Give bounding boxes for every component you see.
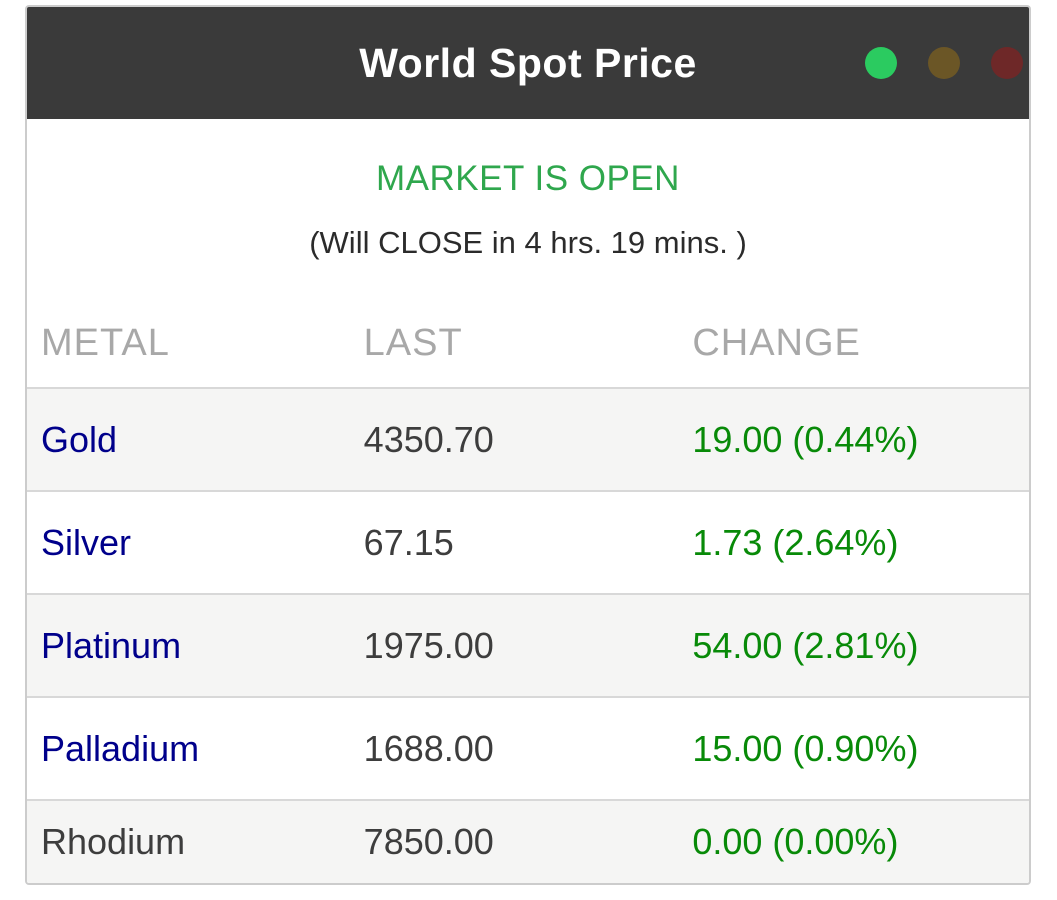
- last-price: 7850.00: [363, 821, 494, 862]
- last-price: 4350.70: [363, 418, 494, 460]
- market-state-text: MARKET IS OPEN: [376, 159, 680, 198]
- metal-link-palladium[interactable]: Palladium: [41, 727, 200, 769]
- column-header-metal: METAL: [41, 321, 170, 364]
- window-title: World Spot Price: [359, 39, 697, 86]
- metal-link-silver[interactable]: Silver: [41, 521, 132, 563]
- price-change: 0.00 (0.00%): [692, 821, 899, 862]
- market-countdown-text: (Will CLOSE in 4 hrs. 19 mins. ): [309, 225, 747, 260]
- window-dots: [865, 47, 1023, 79]
- world-spot-price-widget: World Spot Price MARKET IS OPEN (Will CL…: [25, 5, 1031, 885]
- spot-price-table: METAL LAST CHANGE Gold 4350.70 19.00 (0.…: [27, 299, 1029, 883]
- column-header-last: LAST: [363, 321, 463, 364]
- last-price: 1688.00: [363, 727, 494, 769]
- table-row-silver: Silver 67.15 1.73 (2.64%): [27, 490, 1029, 593]
- metal-label-rhodium: Rhodium: [41, 821, 186, 862]
- gold-dot-icon[interactable]: [928, 47, 960, 79]
- price-change: 54.00 (2.81%): [692, 624, 919, 666]
- table-row-rhodium: Rhodium 7850.00 0.00 (0.00%): [27, 799, 1029, 883]
- last-price: 1975.00: [363, 624, 494, 666]
- table-row-palladium: Palladium 1688.00 15.00 (0.90%): [27, 696, 1029, 799]
- metal-link-gold[interactable]: Gold: [41, 418, 118, 460]
- price-change: 1.73 (2.64%): [692, 521, 899, 563]
- table-header-row: METAL LAST CHANGE: [27, 299, 1029, 387]
- red-dot-icon[interactable]: [991, 47, 1023, 79]
- green-dot-icon[interactable]: [865, 47, 897, 79]
- table-row-platinum: Platinum 1975.00 54.00 (2.81%): [27, 593, 1029, 696]
- price-change: 15.00 (0.90%): [692, 727, 919, 769]
- table-row-gold: Gold 4350.70 19.00 (0.44%): [27, 387, 1029, 490]
- titlebar: World Spot Price: [27, 7, 1029, 119]
- column-header-change: CHANGE: [692, 321, 861, 364]
- last-price: 67.15: [363, 521, 454, 563]
- price-change: 19.00 (0.44%): [692, 418, 919, 460]
- metal-link-platinum[interactable]: Platinum: [41, 624, 182, 666]
- market-status-section: MARKET IS OPEN (Will CLOSE in 4 hrs. 19 …: [27, 119, 1029, 299]
